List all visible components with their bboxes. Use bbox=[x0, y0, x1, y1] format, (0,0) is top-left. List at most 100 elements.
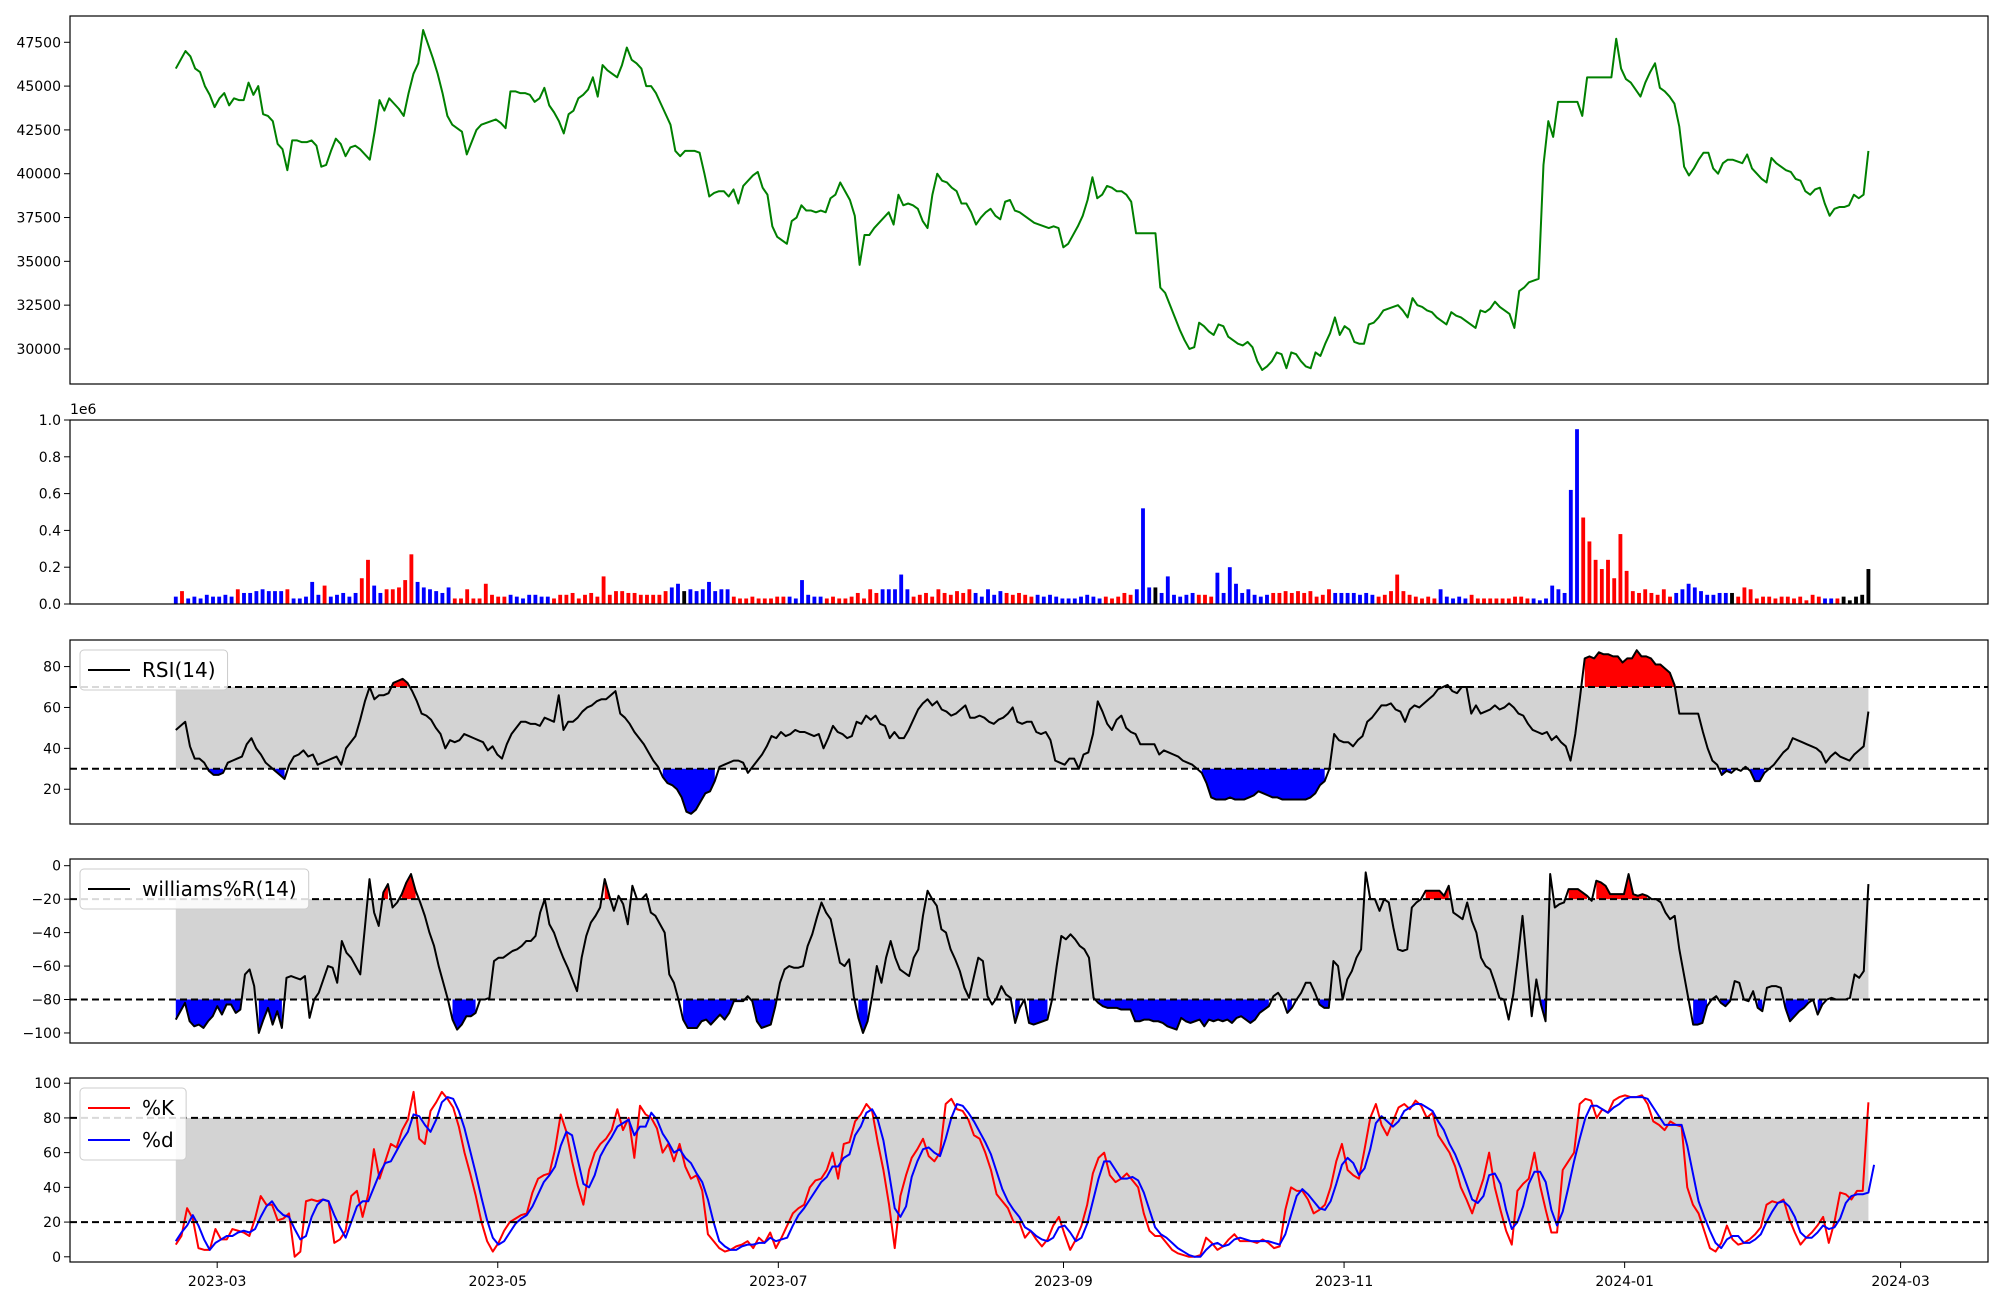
volume-bar bbox=[1159, 592, 1164, 604]
volume-bar bbox=[905, 589, 910, 604]
volume-bar bbox=[1637, 592, 1641, 604]
volume-bar bbox=[446, 587, 451, 604]
williams-overbought-fill bbox=[1568, 889, 1588, 900]
volume-bar bbox=[1023, 594, 1028, 604]
volume-bar bbox=[682, 591, 687, 604]
volume-bar bbox=[1816, 596, 1821, 604]
volume-bar bbox=[297, 598, 302, 604]
volume-bar bbox=[378, 592, 383, 604]
volume-bar bbox=[1513, 596, 1517, 604]
volume-bar bbox=[384, 589, 389, 604]
volume-bar bbox=[1209, 596, 1214, 604]
williams-legend-box bbox=[79, 868, 310, 910]
volume-bar bbox=[911, 596, 916, 604]
volume-bar bbox=[1810, 594, 1815, 604]
volume-bar bbox=[868, 589, 873, 604]
rsi-legend: RSI(14) bbox=[79, 649, 229, 691]
volume-bar bbox=[1804, 600, 1809, 604]
price-y-tick-label: 30000 bbox=[16, 342, 61, 358]
williams-y-tick-label: −20 bbox=[31, 892, 61, 908]
volume-bar bbox=[1785, 596, 1790, 604]
volume-bar bbox=[527, 594, 532, 604]
volume-bar bbox=[1141, 508, 1145, 604]
volume-bar bbox=[1860, 594, 1865, 604]
price-y-tick-label: 45000 bbox=[16, 79, 61, 95]
volume-bar bbox=[601, 576, 606, 604]
volume-bar bbox=[508, 594, 513, 604]
volume-bar bbox=[1699, 591, 1703, 604]
volume-bar bbox=[793, 598, 798, 604]
volume-bar bbox=[1314, 596, 1319, 604]
volume-bar bbox=[1500, 598, 1505, 604]
volume-bar bbox=[762, 598, 767, 604]
volume-bar bbox=[266, 591, 271, 604]
volume-bar bbox=[756, 598, 761, 604]
volume-bar bbox=[731, 596, 736, 604]
volume-bar bbox=[1674, 592, 1679, 604]
rsi-oversold-fill bbox=[1201, 768, 1325, 800]
volume-bar bbox=[204, 594, 209, 604]
volume-bar bbox=[1457, 596, 1462, 604]
volume-bar bbox=[1469, 594, 1474, 604]
volume-bar bbox=[1382, 594, 1387, 604]
volume-bar bbox=[1444, 596, 1449, 604]
volume-bar bbox=[180, 591, 184, 604]
williams-oversold-fill bbox=[1720, 999, 1731, 1007]
volume-bar bbox=[1079, 596, 1083, 604]
volume-bar bbox=[818, 596, 823, 604]
volume-bar bbox=[328, 596, 333, 604]
volume-bar bbox=[645, 594, 649, 604]
volume-bar bbox=[1655, 594, 1660, 604]
volume-bar bbox=[539, 596, 544, 604]
volume-bar bbox=[1265, 594, 1269, 604]
rsi-oversold-fill bbox=[1721, 768, 1732, 775]
volume-bar bbox=[769, 598, 773, 604]
volume-bar bbox=[787, 596, 792, 604]
volume-bar bbox=[1829, 598, 1834, 604]
volume-bar bbox=[663, 591, 668, 604]
volume-bar bbox=[496, 596, 501, 604]
volume-bar bbox=[1841, 596, 1846, 604]
volume-bar bbox=[1723, 592, 1728, 604]
volume-bar bbox=[1847, 600, 1852, 604]
volume-bar bbox=[694, 591, 699, 604]
volume-bar bbox=[676, 583, 680, 604]
stochastic-legend: %K %d bbox=[79, 1087, 187, 1161]
rsi-axes-frame bbox=[69, 639, 1989, 825]
volume-bar bbox=[291, 598, 296, 604]
stochastic-legend-label: %d bbox=[142, 1128, 174, 1152]
volume-bar bbox=[1761, 596, 1765, 604]
rsi-y-tick-label: 60 bbox=[43, 700, 61, 716]
volume-bar bbox=[936, 589, 941, 604]
volume-bar bbox=[1116, 596, 1121, 604]
volume-bar bbox=[397, 587, 401, 604]
stochastic-y-tick-label: 40 bbox=[43, 1180, 61, 1196]
volume-bar bbox=[874, 592, 879, 604]
williams-oversold-fill bbox=[1029, 999, 1048, 1025]
volume-bar bbox=[366, 559, 370, 604]
volume-bar bbox=[719, 589, 724, 604]
williams-oversold-fill bbox=[1287, 999, 1292, 1013]
stochastic-threshold-band bbox=[175, 1117, 1869, 1223]
volume-bar bbox=[1451, 598, 1455, 604]
williams-axes-frame bbox=[69, 858, 1989, 1044]
rsi-y-tick-label: 80 bbox=[43, 660, 61, 676]
volume-bar bbox=[1438, 589, 1443, 604]
volume-bar bbox=[1308, 591, 1313, 604]
volume-bar bbox=[1624, 570, 1629, 604]
volume-y-tick-label: 0.4 bbox=[39, 523, 61, 539]
volume-bar bbox=[1277, 592, 1282, 604]
rsi-y-tick-label: 20 bbox=[43, 782, 61, 798]
williams-legend-label: williams%R(14) bbox=[142, 877, 297, 901]
volume-bar bbox=[1017, 592, 1021, 604]
volume-bar bbox=[955, 591, 959, 604]
volume-bar bbox=[1041, 596, 1046, 604]
volume-bar bbox=[1203, 594, 1207, 604]
volume-bar bbox=[1221, 592, 1226, 604]
rsi-oversold-fill bbox=[662, 768, 715, 814]
volume-bar bbox=[967, 589, 972, 604]
volume-bar bbox=[1779, 596, 1784, 604]
volume-bar bbox=[1618, 534, 1623, 604]
williams-threshold-band bbox=[175, 899, 1869, 1000]
volume-bar bbox=[1351, 592, 1356, 604]
